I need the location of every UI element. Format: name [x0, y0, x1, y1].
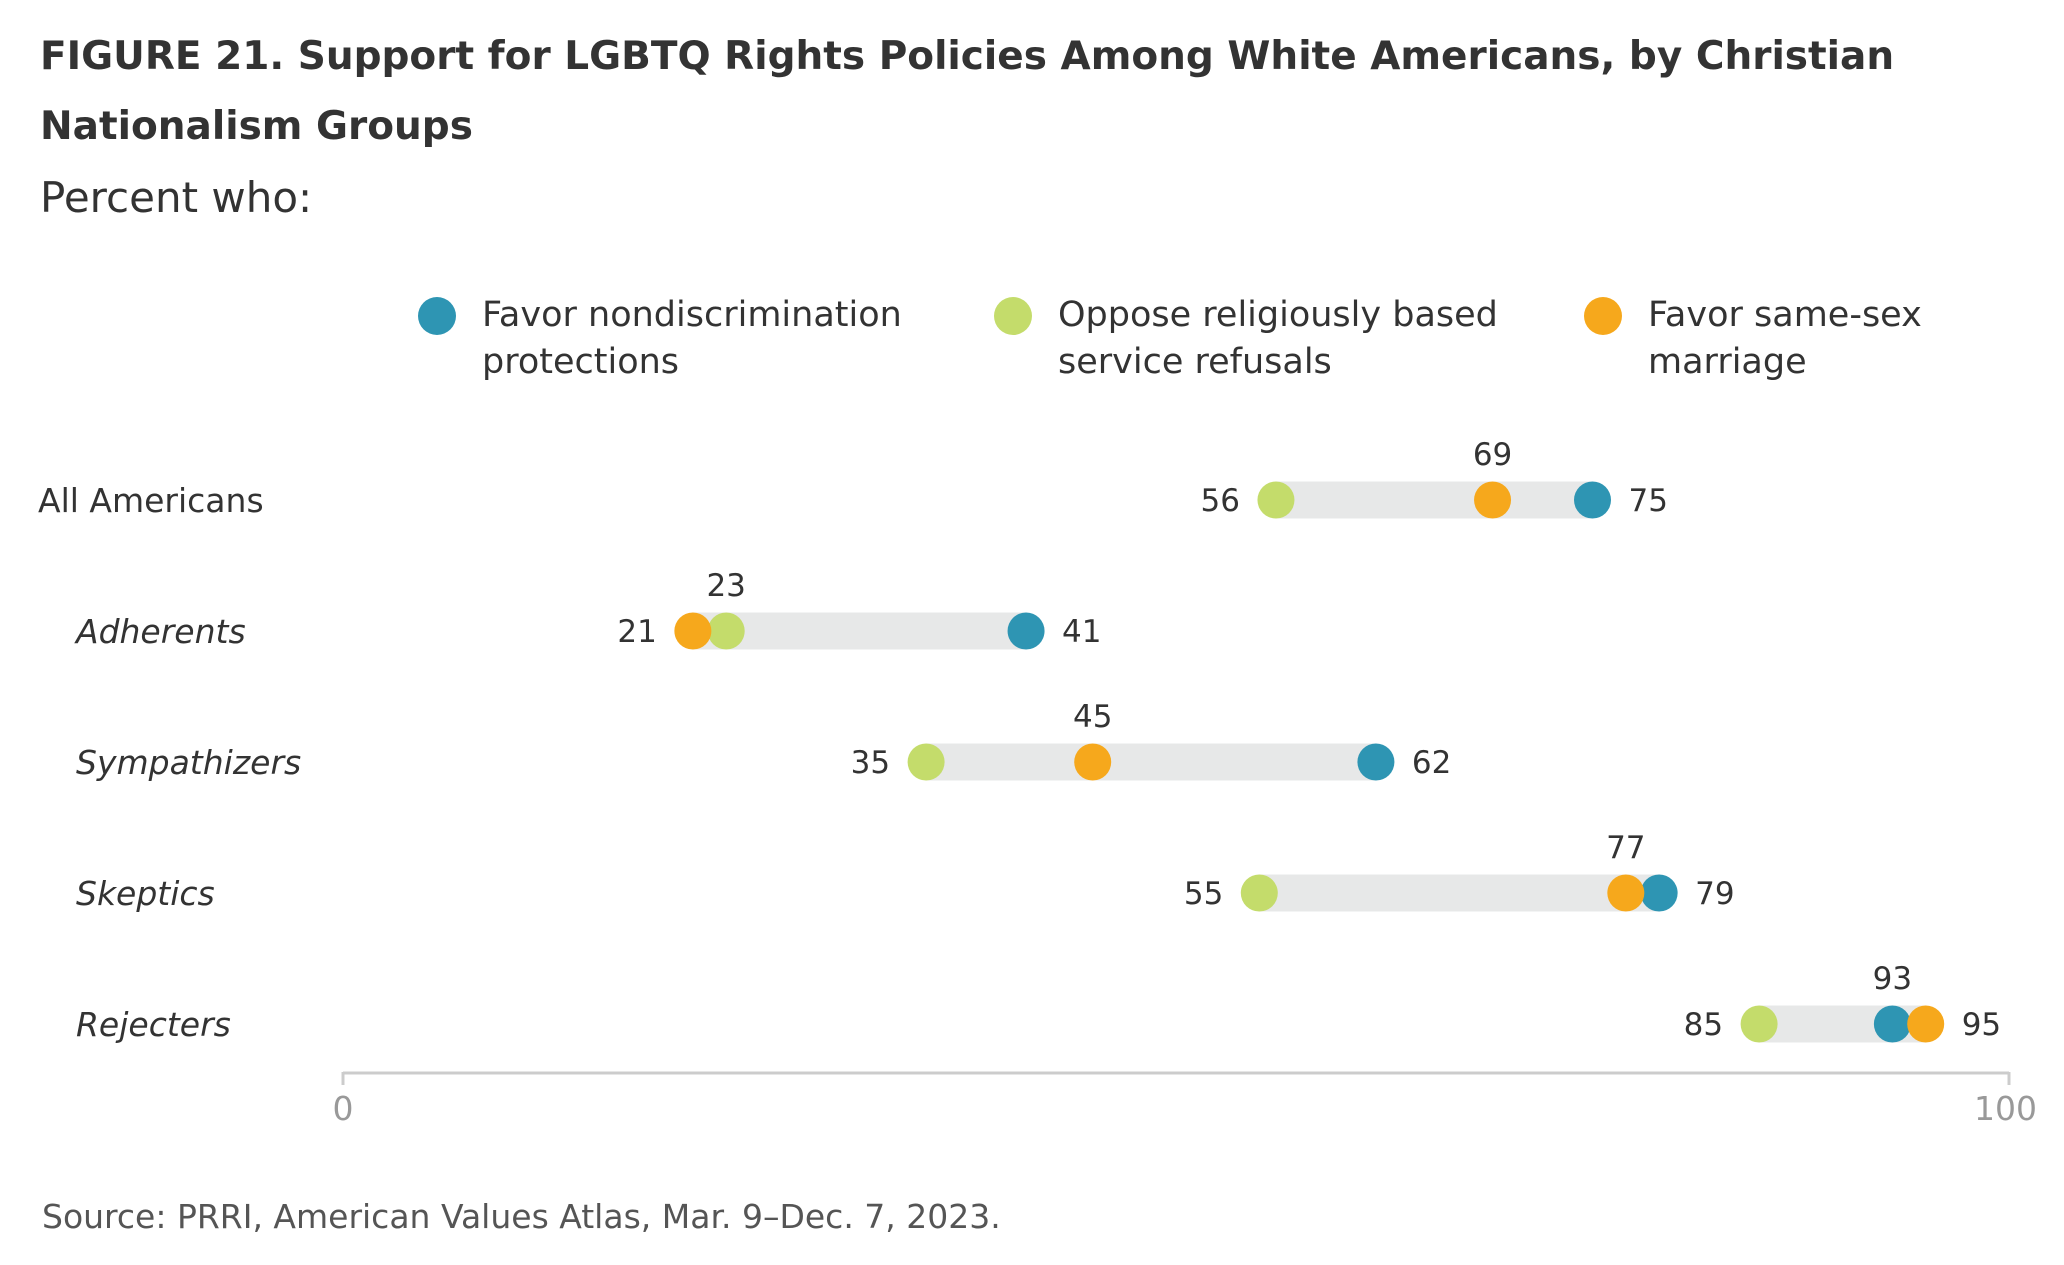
- dot-skeptics-same-sex-marriage: [1607, 874, 1645, 912]
- chart-title: FIGURE 21. Support for LGBTQ Rights Poli…: [40, 34, 1895, 149]
- value-label-rejecters-nondiscrimination: 93: [1873, 961, 1912, 997]
- legend-label-nondiscrimination: Favor nondiscrimination protections: [482, 295, 902, 382]
- dot-all-americans-same-sex-marriage: [1474, 481, 1512, 519]
- legend-swatch-same-sex-marriage: [1584, 297, 1622, 335]
- dot-adherents-nondiscrimination: [1007, 612, 1045, 650]
- category-label-skeptics: Skeptics: [76, 874, 215, 913]
- value-label-sympathizers-service-refusals: 35: [851, 745, 890, 781]
- legend-label-service-refusals: Oppose religiously based service refusal…: [1058, 295, 1498, 382]
- value-label-all-americans-same-sex-marriage: 69: [1473, 437, 1512, 473]
- dot-all-americans-service-refusals: [1257, 481, 1295, 519]
- value-label-adherents-same-sex-marriage: 21: [617, 614, 656, 650]
- category-label-sympathizers: Sympathizers: [76, 743, 301, 782]
- legend-swatch-nondiscrimination: [418, 297, 456, 335]
- legend-swatch-service-refusals: [994, 297, 1032, 335]
- dot-rejecters-nondiscrimination: [1873, 1005, 1911, 1043]
- value-label-all-americans-nondiscrimination: 75: [1629, 483, 1668, 519]
- legend-label-same-sex-marriage: Favor same-sex marriage: [1648, 295, 1922, 382]
- value-label-rejecters-service-refusals: 85: [1684, 1007, 1723, 1043]
- dot-sympathizers-nondiscrimination: [1357, 743, 1395, 781]
- value-label-sympathizers-nondiscrimination: 62: [1412, 745, 1451, 781]
- category-label-rejecters: Rejecters: [76, 1005, 231, 1044]
- value-label-all-americans-service-refusals: 56: [1201, 483, 1240, 519]
- value-label-adherents-nondiscrimination: 41: [1062, 614, 1101, 650]
- value-label-skeptics-service-refusals: 55: [1184, 876, 1223, 912]
- category-label-adherents: Adherents: [74, 612, 246, 651]
- value-label-sympathizers-same-sex-marriage: 45: [1073, 699, 1112, 735]
- dot-rejecters-same-sex-marriage: [1907, 1005, 1945, 1043]
- value-label-rejecters-same-sex-marriage: 95: [1962, 1007, 2001, 1043]
- dot-all-americans-nondiscrimination: [1574, 481, 1611, 519]
- value-label-skeptics-same-sex-marriage: 77: [1606, 830, 1645, 866]
- value-label-adherents-service-refusals: 23: [706, 568, 745, 604]
- dot-sympathizers-service-refusals: [907, 743, 945, 781]
- dot-rejecters-service-refusals: [1740, 1005, 1778, 1043]
- dot-sympathizers-same-sex-marriage: [1074, 743, 1112, 781]
- source-note: Source: PRRI, American Values Atlas, Mar…: [42, 1197, 1001, 1236]
- category-label-all-americans: All Americans: [38, 481, 264, 520]
- dot-skeptics-nondiscrimination: [1640, 874, 1678, 912]
- x-axis-tick-label-0: 0: [333, 1089, 354, 1128]
- dot-skeptics-service-refusals: [1240, 874, 1278, 912]
- value-label-skeptics-nondiscrimination: 79: [1695, 876, 1734, 912]
- dot-adherents-service-refusals: [707, 612, 745, 650]
- chart-subtitle: Percent who:: [40, 173, 313, 222]
- x-axis-tick-label-100: 100: [1974, 1089, 2037, 1128]
- dot-adherents-same-sex-marriage: [674, 612, 712, 650]
